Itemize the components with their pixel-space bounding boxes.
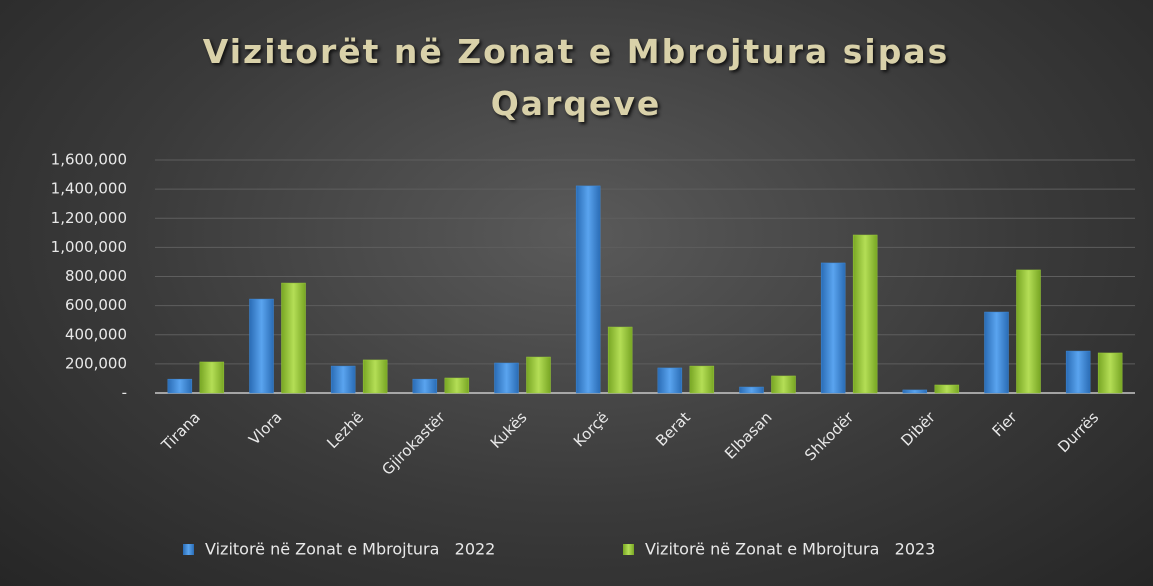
y-tick-label: -: [122, 384, 127, 402]
bar: [199, 361, 225, 394]
x-tick-label: Elbasan: [721, 408, 775, 462]
x-tick-label: Kukës: [487, 408, 531, 452]
bar: [934, 384, 960, 394]
x-tick-label: Berat: [652, 408, 694, 450]
bar: [820, 262, 846, 394]
x-tick-label: Shkodër: [801, 408, 858, 465]
legend-marker: [623, 544, 634, 555]
x-tick-label: Korçë: [570, 408, 612, 450]
bar: [281, 282, 306, 394]
y-tick-label: 1,400,000: [51, 180, 127, 198]
bar: [771, 375, 796, 394]
x-tick-label: Lezhë: [323, 408, 367, 452]
y-tick-label: 1,000,000: [51, 238, 127, 256]
y-tick-label: 800,000: [65, 267, 127, 285]
y-tick-label: 200,000: [65, 354, 127, 372]
bar: [984, 311, 1009, 394]
bar: [852, 234, 878, 394]
bar: [657, 367, 683, 394]
legend-label: Vizitorë në Zonat e Mbrojtura 2023: [645, 540, 935, 559]
legend-marker: [183, 544, 194, 555]
x-tick-label: Gjirokastër: [378, 408, 449, 479]
x-tick-label: Tirana: [157, 408, 204, 455]
x-tick-label: Vlora: [245, 408, 285, 448]
legend-label: Vizitorë në Zonat e Mbrojtura 2022: [205, 540, 495, 559]
bar: [167, 378, 193, 394]
bar: [362, 359, 388, 394]
bar: [249, 298, 274, 394]
bar: [494, 362, 519, 394]
bar: [330, 365, 356, 394]
x-tick-label: Dibër: [897, 408, 939, 450]
x-tick-label: Fier: [989, 408, 1021, 440]
bar: [444, 377, 470, 394]
bar: [526, 356, 551, 394]
bar: [607, 326, 633, 394]
bar: [575, 185, 601, 394]
bar: [739, 386, 764, 394]
bar: [689, 365, 715, 394]
bar: [412, 378, 438, 394]
y-tick-label: 600,000: [65, 296, 127, 314]
bar: [1097, 352, 1123, 394]
bar: [1065, 350, 1091, 394]
y-tick-label: 400,000: [65, 325, 127, 343]
chart-title: Vizitorët në Zonat e Mbrojtura sipas Qar…: [202, 32, 950, 123]
bar: [902, 389, 928, 394]
x-tick-label: Durrës: [1054, 408, 1102, 456]
y-tick-label: 1,200,000: [51, 209, 127, 227]
y-tick-label: 1,600,000: [51, 151, 127, 169]
bar: [1016, 269, 1041, 394]
